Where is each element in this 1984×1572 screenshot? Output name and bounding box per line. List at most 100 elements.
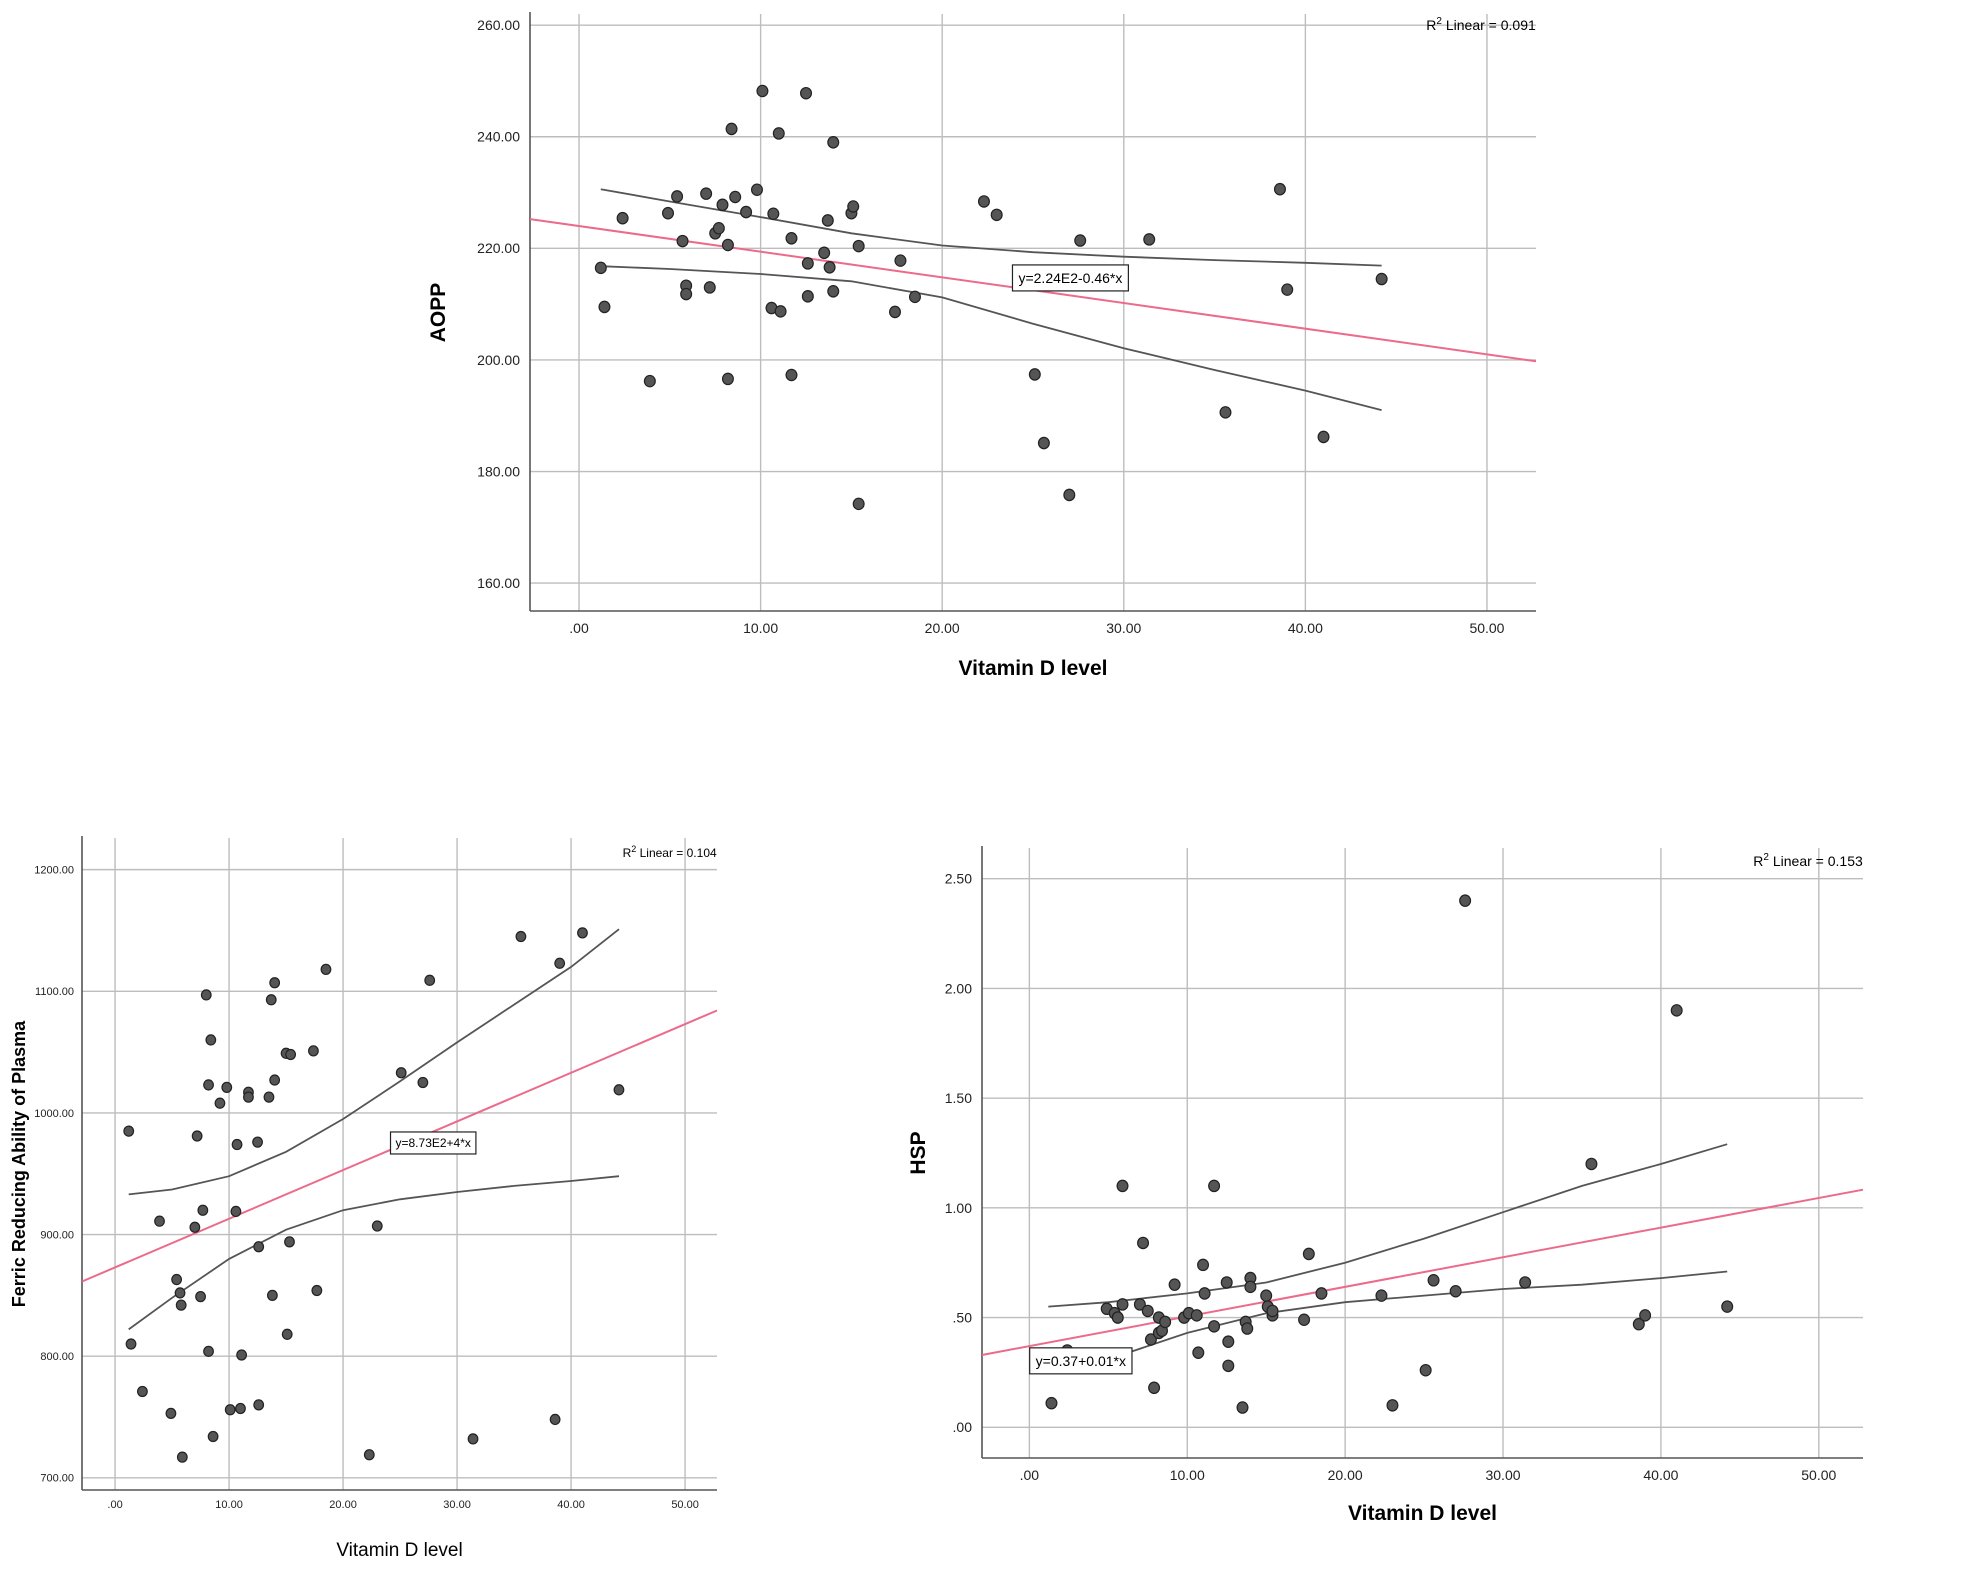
aopp-point [990,208,1003,222]
aopp-y-gridlines [530,24,1536,584]
aopp-point [721,238,734,252]
aopp-point [888,305,901,319]
aopp-point [700,187,713,200]
frap-point [203,1079,214,1091]
hsp-y-axis-title: HSP [907,1131,930,1174]
aopp-point [1143,233,1156,246]
aopp-r2-prefix: R [1426,17,1436,33]
hsp-equation-frame [1029,1347,1133,1375]
aopp-point [1281,283,1294,296]
frap-point [253,1241,265,1253]
hsp-point [1266,1304,1279,1318]
aopp-point [894,254,907,267]
frap-point [371,1220,383,1232]
frap-x-tick-label: 40.00 [557,1499,585,1511]
frap-r2-suffix: Linear = 0.104 [636,846,717,860]
hsp-r2-label: R2 Linear = 0.153 [1753,852,1863,869]
frap-y-gridlines [82,868,717,1479]
frap-point [236,1349,248,1361]
aopp-point [821,214,834,227]
frap-point [214,1097,226,1109]
hsp-fit-line [981,1188,1864,1356]
aopp-y-tick-label: 160.00 [477,575,520,591]
frap-y-tick-label: 700.00 [40,1473,74,1485]
aopp-chart: .00 10.00 20.00 30.00 40.00 50.00 160.00 180.0… [427,12,1537,680]
hsp-point [1427,1273,1440,1287]
frap-point [230,1205,242,1218]
frap-point [281,1328,293,1340]
frap-point [195,1290,206,1303]
hsp-point [1137,1236,1150,1250]
aopp-point [1219,406,1232,419]
frap-point [191,1130,203,1142]
aopp-points [594,84,1388,511]
frap-point [171,1273,183,1286]
frap-chart: .00 10.00 20.00 30.00 40.00 50.00 700.00 800.0… [9,836,718,1561]
hsp-point [1116,1298,1129,1311]
hsp-r2-prefix: R [1753,853,1763,869]
aopp-point [662,206,675,220]
hsp-point [1141,1304,1154,1318]
aopp-point [977,195,990,208]
frap-axes [81,836,717,1491]
hsp-point [1386,1399,1399,1412]
aopp-point [1375,272,1388,286]
hsp-point [1208,1320,1221,1333]
hsp-point [1192,1346,1205,1359]
hsp-regression-line [981,1188,1864,1356]
aopp-point [1063,488,1076,502]
frap-point [417,1076,429,1089]
aopp-point [818,246,831,260]
hsp-point [1198,1287,1211,1300]
frap-point [123,1125,135,1137]
frap-point [176,1451,188,1463]
frap-point [165,1407,177,1420]
hsp-point [1133,1298,1146,1311]
hsp-point [1111,1311,1124,1324]
aopp-point [703,281,716,294]
hsp-point [1721,1300,1734,1313]
frap-point [320,963,332,976]
frap-equation-frame [389,1131,477,1155]
frap-point [207,1430,219,1443]
aopp-point [1074,234,1087,247]
hsp-y-tick-label: 2.00 [945,980,972,996]
frap-point [549,1413,561,1426]
frap-y-tick-label: 800.00 [40,1351,74,1363]
aopp-point [785,232,798,245]
frap-point [175,1299,187,1311]
frap-y-tick-labels: 700.00 800.00 900.00 1000.00 1100.00 1200.00 [34,864,74,1484]
aopp-r2-sup: 2 [1436,16,1442,27]
frap-point [285,1048,297,1061]
aopp-point [785,368,798,382]
frap-point [613,1084,625,1096]
hsp-y-tick-label: .00 [953,1419,973,1435]
hsp-x-tick-label: 20.00 [1328,1467,1363,1483]
aopp-ci-upper-curve [600,188,1382,267]
aopp-point [1028,368,1041,381]
aopp-point [716,198,729,212]
frap-point [424,974,436,986]
aopp-point [908,290,921,304]
frap-point [235,1402,246,1415]
frap-point [266,1289,278,1302]
frap-point [203,1345,214,1357]
frap-point [269,977,281,989]
hsp-point [1639,1309,1652,1322]
hsp-point [1144,1333,1157,1346]
hsp-point [1519,1276,1532,1289]
frap-r2-label: R2 Linear = 0.104 [623,844,717,860]
aopp-point [852,497,865,511]
aopp-axes [529,12,1536,612]
aopp-r2-label: R2 Linear = 0.091 [1426,16,1536,33]
hsp-point [1419,1363,1432,1377]
aopp-point [774,305,787,318]
hsp-point [1585,1157,1598,1171]
frap-point [252,1136,263,1148]
aopp-point [750,183,763,197]
hsp-point [1208,1179,1221,1193]
frap-x-gridlines [114,838,686,1490]
aopp-point [772,127,785,140]
aopp-point [1317,430,1330,444]
